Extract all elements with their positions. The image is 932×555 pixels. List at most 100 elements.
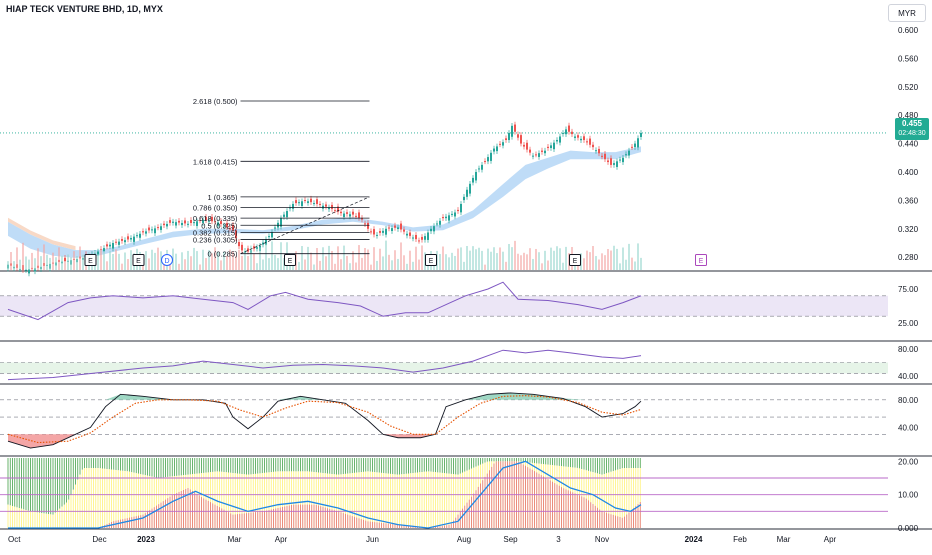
candle-body	[154, 228, 156, 234]
candle-body	[385, 228, 387, 235]
volume-bar	[514, 240, 516, 270]
volume-bar	[598, 259, 600, 270]
volume-bar	[124, 252, 126, 270]
candle-body	[373, 229, 375, 235]
candle-body	[253, 246, 255, 249]
rsi-line	[7, 281, 642, 321]
time-axis-label: Mar	[777, 535, 791, 544]
candle-body	[433, 226, 435, 232]
candle-body	[211, 216, 213, 222]
price-tick-label: 0.360	[898, 196, 919, 205]
volume-bar	[316, 248, 318, 270]
volume-bar	[28, 259, 30, 270]
candle-body	[103, 248, 105, 252]
fib-level-label: 1.618 (0.415)	[193, 157, 238, 166]
candle-body	[526, 142, 528, 150]
dividend-marker[interactable]: D	[161, 254, 173, 266]
candle-body	[442, 216, 444, 219]
candle-body	[631, 146, 633, 148]
candle-body	[124, 240, 126, 243]
volume-bar	[544, 250, 546, 270]
volume-bar	[16, 247, 18, 270]
candle-body	[394, 225, 396, 228]
candle-body	[289, 207, 291, 209]
price-tick-label: 0.400	[898, 168, 919, 177]
candle-body	[358, 212, 360, 218]
candle-body	[247, 248, 249, 252]
volume-bar	[199, 264, 201, 270]
earnings-marker[interactable]: E	[132, 254, 145, 266]
volume-bar	[151, 249, 153, 270]
earnings-marker[interactable]: E	[425, 254, 437, 266]
volume-bar	[202, 249, 204, 270]
candle-body	[115, 241, 117, 243]
volume-bar	[397, 258, 399, 270]
volume-bar	[196, 251, 198, 270]
volume-bar	[271, 241, 273, 270]
volume-bar	[145, 251, 147, 270]
earnings-marker[interactable]: E	[569, 254, 581, 266]
candle-body	[517, 134, 519, 138]
volume-bar	[637, 243, 639, 270]
volume-bar	[595, 256, 597, 270]
volume-bar	[415, 246, 417, 270]
candle-body	[169, 220, 171, 223]
adx-tick-label: 40.00	[898, 372, 919, 381]
volume-bar	[487, 248, 489, 270]
volume-bar	[370, 264, 372, 270]
candle-body	[256, 247, 258, 249]
volume-bar	[226, 255, 228, 270]
volume-bar	[238, 249, 240, 270]
event-label: E	[429, 258, 434, 265]
candle-body	[613, 163, 615, 165]
volume-bar	[214, 247, 216, 270]
candle-body	[637, 138, 639, 148]
vp-blue-line	[8, 460, 642, 529]
volume-bar	[247, 256, 249, 270]
candle-body	[388, 227, 390, 229]
volume-bar	[391, 260, 393, 270]
fib-level-label: 0.236 (0.305)	[193, 235, 238, 244]
candle-body	[235, 230, 237, 239]
candle-body	[202, 219, 204, 223]
volume-bar	[565, 246, 567, 270]
earnings-marker[interactable]: E	[84, 254, 97, 266]
candle-body	[118, 241, 120, 245]
candle-body	[628, 150, 630, 156]
volume-bar	[541, 263, 543, 270]
candle-body	[121, 239, 123, 241]
stoch-k-line	[7, 392, 642, 449]
volume-bar	[184, 259, 186, 270]
volume-bar	[448, 257, 450, 270]
volume-bar	[172, 248, 174, 270]
volume-bar	[472, 246, 474, 270]
volume-bar	[265, 243, 267, 270]
earnings-marker[interactable]: E	[284, 254, 296, 266]
candle-body	[340, 211, 342, 214]
volume-bar	[154, 252, 156, 270]
candle-body	[151, 229, 153, 231]
volume-bar	[412, 261, 414, 270]
volume-bar	[298, 261, 300, 270]
volume-bar	[601, 253, 603, 270]
candle-body	[508, 132, 510, 141]
volume-bar	[22, 242, 24, 270]
adx-line	[7, 349, 642, 381]
volume-bar	[640, 257, 642, 270]
earnings-marker[interactable]: E	[695, 254, 707, 266]
candle-body	[622, 157, 624, 163]
volume-bar	[175, 253, 177, 270]
candle-body	[157, 227, 159, 229]
stoch-tick-label: 80.00	[898, 396, 919, 405]
event-label: E	[88, 258, 93, 265]
candle-body	[499, 143, 501, 145]
volume-bar	[25, 256, 27, 270]
volume-bar	[505, 261, 507, 270]
volume-bar	[280, 242, 282, 270]
candle-body	[217, 222, 219, 226]
currency-button[interactable]: MYR	[888, 4, 926, 22]
volume-bar	[187, 250, 189, 270]
fib-trend-line	[240, 196, 370, 254]
